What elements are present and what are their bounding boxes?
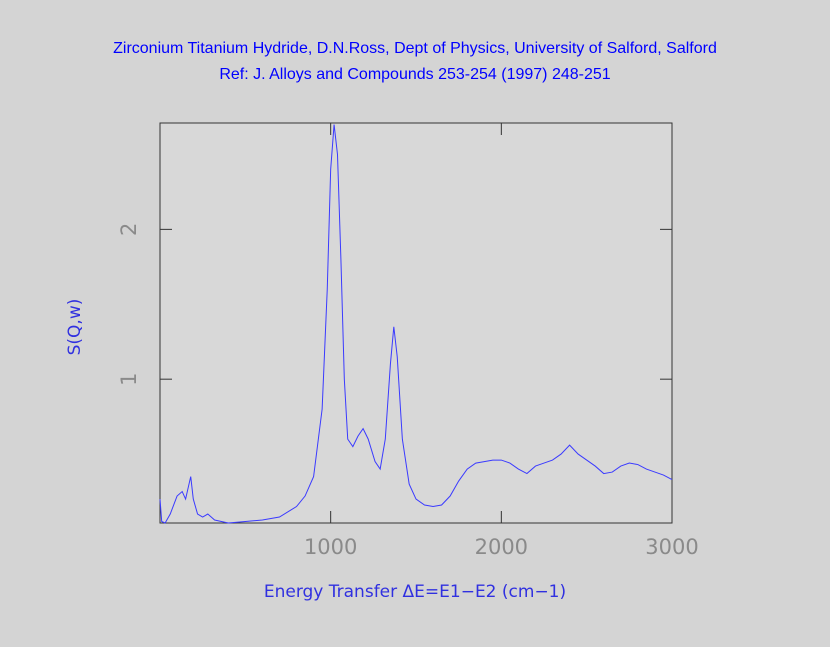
chart-title: Zirconium Titanium Hydride, D.N.Ross, De… <box>113 40 717 57</box>
y-tick-label: 1 <box>117 372 141 385</box>
x-tick-label: 3000 <box>645 535 698 559</box>
y-axis-label: S(Q,w) <box>65 299 85 356</box>
plot-area <box>159 122 673 524</box>
y-tick-label: 2 <box>117 223 141 236</box>
x-axis-label: Energy Transfer ΔE=E1−E2 (cm−1) <box>264 582 566 602</box>
chart-subtitle: Ref: J. Alloys and Compounds 253-254 (19… <box>219 66 610 83</box>
x-tick-label: 1000 <box>304 535 357 559</box>
x-tick-label: 2000 <box>475 535 528 559</box>
data-line <box>159 124 673 524</box>
